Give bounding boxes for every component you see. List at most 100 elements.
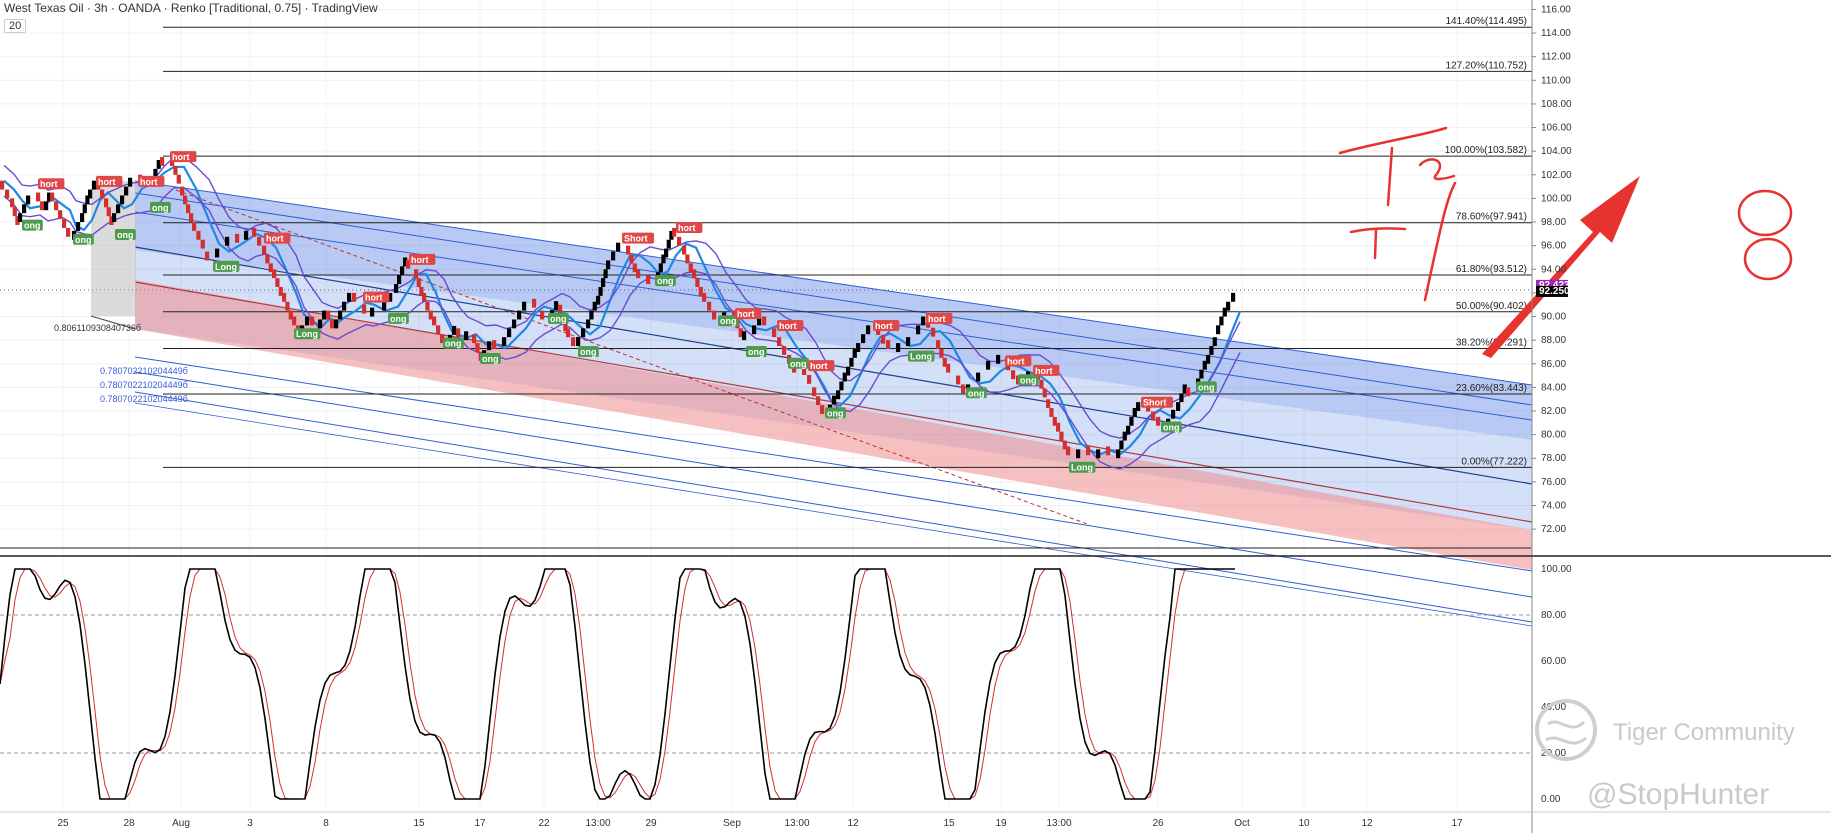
renko-brick — [1042, 388, 1047, 398]
fib-label: 0.00%(77.222) — [1461, 456, 1527, 467]
renko-brick — [252, 227, 257, 237]
renko-brick — [26, 195, 31, 205]
short-signal-tag — [1005, 355, 1032, 367]
x-tick-label: 19 — [995, 818, 1007, 829]
renko-brick — [18, 213, 23, 223]
renko-brick — [180, 186, 185, 196]
renko-brick — [262, 245, 267, 255]
renko-brick — [278, 286, 283, 296]
renko-brick — [762, 316, 767, 326]
long-signal-text: ong — [1198, 382, 1215, 392]
renko-brick — [961, 384, 966, 394]
long-signal-text: ong — [657, 276, 674, 286]
renko-brick — [942, 357, 947, 367]
x-tick-label: 29 — [645, 818, 657, 829]
osc-tick-label: 80.00 — [1541, 610, 1566, 621]
renko-brick — [712, 310, 717, 320]
renko-brick — [636, 269, 641, 279]
renko-brick — [742, 331, 747, 341]
renko-brick — [606, 260, 611, 270]
renko-brick — [558, 304, 563, 314]
renko-brick — [414, 269, 419, 279]
long-signal-tag — [115, 229, 136, 241]
renko-brick — [12, 207, 17, 217]
short-signal-text: hort — [140, 177, 158, 187]
renko-brick — [288, 310, 293, 320]
renko-brick — [554, 301, 559, 311]
renko-brick — [772, 328, 777, 338]
renko-brick — [664, 248, 669, 258]
x-tick-label: Sep — [723, 818, 741, 829]
short-signal-tag — [138, 175, 165, 187]
renko-brick — [100, 189, 105, 199]
renko-brick — [592, 301, 597, 311]
price-axis[interactable]: 116.00 114.00 112.00 110.00 108.00 106.00 104.… — [1531, 0, 1572, 833]
renko-brick — [661, 254, 666, 264]
renko-brick — [76, 222, 81, 231]
long-signal-tag — [443, 337, 464, 349]
interval-badge[interactable]: 20 — [4, 19, 27, 33]
y-tick-label: 74.00 — [1541, 500, 1566, 511]
short-signal-text: hort — [266, 234, 284, 244]
renko-brick — [812, 387, 817, 397]
short-signal-tag — [926, 312, 953, 324]
long-signal-tag — [1161, 421, 1182, 433]
stoch-k-line — [0, 568, 1235, 800]
renko-brick — [425, 301, 430, 311]
long-signal-tag — [578, 345, 599, 357]
long-signal-tag — [908, 350, 935, 362]
renko-brick — [419, 286, 424, 296]
short-signal-text: hort — [810, 361, 828, 371]
y-tick-label: 86.00 — [1541, 359, 1566, 370]
watermark: Tiger Community @StopHunter — [1535, 699, 1795, 811]
y-tick-label: 100.00 — [1541, 193, 1572, 204]
renko-brick — [688, 263, 693, 273]
renko-brick — [1212, 337, 1217, 347]
renko-brick — [342, 301, 347, 311]
renko-brick — [1136, 402, 1141, 411]
renko-brick — [672, 227, 677, 237]
renko-brick — [160, 157, 165, 166]
short-signal-tag — [1033, 364, 1060, 376]
renko-brick — [849, 357, 854, 367]
short-signal-text: hort — [737, 309, 755, 319]
long-signal-text: ong — [390, 314, 407, 324]
renko-brick — [777, 337, 782, 347]
tiger-logo-icon — [1535, 699, 1597, 761]
renko-brick — [1056, 422, 1061, 432]
y-tick-label: 94.00 — [1541, 264, 1566, 275]
short-signal-tag — [676, 221, 703, 233]
short-signal-tag — [264, 232, 291, 244]
renko-brick — [632, 263, 637, 273]
renko-brick — [82, 204, 87, 214]
renko-bricks — [0, 157, 1236, 459]
long-signal-tag — [655, 275, 676, 287]
osc-tick-label: 0.00 — [1541, 794, 1561, 805]
x-tick-label: 15 — [943, 818, 955, 829]
x-tick-label: 3 — [247, 818, 253, 829]
price-tag-text: 92.250 — [1539, 286, 1570, 297]
renko-brick — [257, 236, 262, 246]
long-signal-text: ong — [24, 221, 41, 231]
long-signal-tag — [294, 328, 321, 340]
renko-brick — [1129, 416, 1134, 426]
renko-brick — [215, 248, 220, 258]
x-tick-label: 22 — [538, 818, 550, 829]
renko-brick — [1066, 446, 1071, 456]
y-tick-label: 90.00 — [1541, 312, 1566, 323]
y-tick-label: 104.00 — [1541, 146, 1572, 157]
x-tick-label: 17 — [474, 818, 486, 829]
x-tick-label: Aug — [172, 818, 190, 829]
short-signal-text: hort — [172, 152, 190, 162]
renko-brick — [225, 236, 230, 246]
short-signal-text: hort — [40, 179, 58, 189]
renko-brick — [397, 275, 402, 285]
x-tick-label: 12 — [847, 818, 859, 829]
renko-brick — [322, 310, 327, 320]
time-axis[interactable]: 25 28 Aug 3 8 15 17 22 13:00 29 Sep 13:00 12 15 19 13:0… — [0, 811, 1831, 829]
long-signal-tag — [1196, 381, 1217, 393]
renko-brick — [1046, 399, 1051, 409]
renko-brick — [88, 189, 93, 199]
channel-line-top — [134, 180, 1533, 386]
